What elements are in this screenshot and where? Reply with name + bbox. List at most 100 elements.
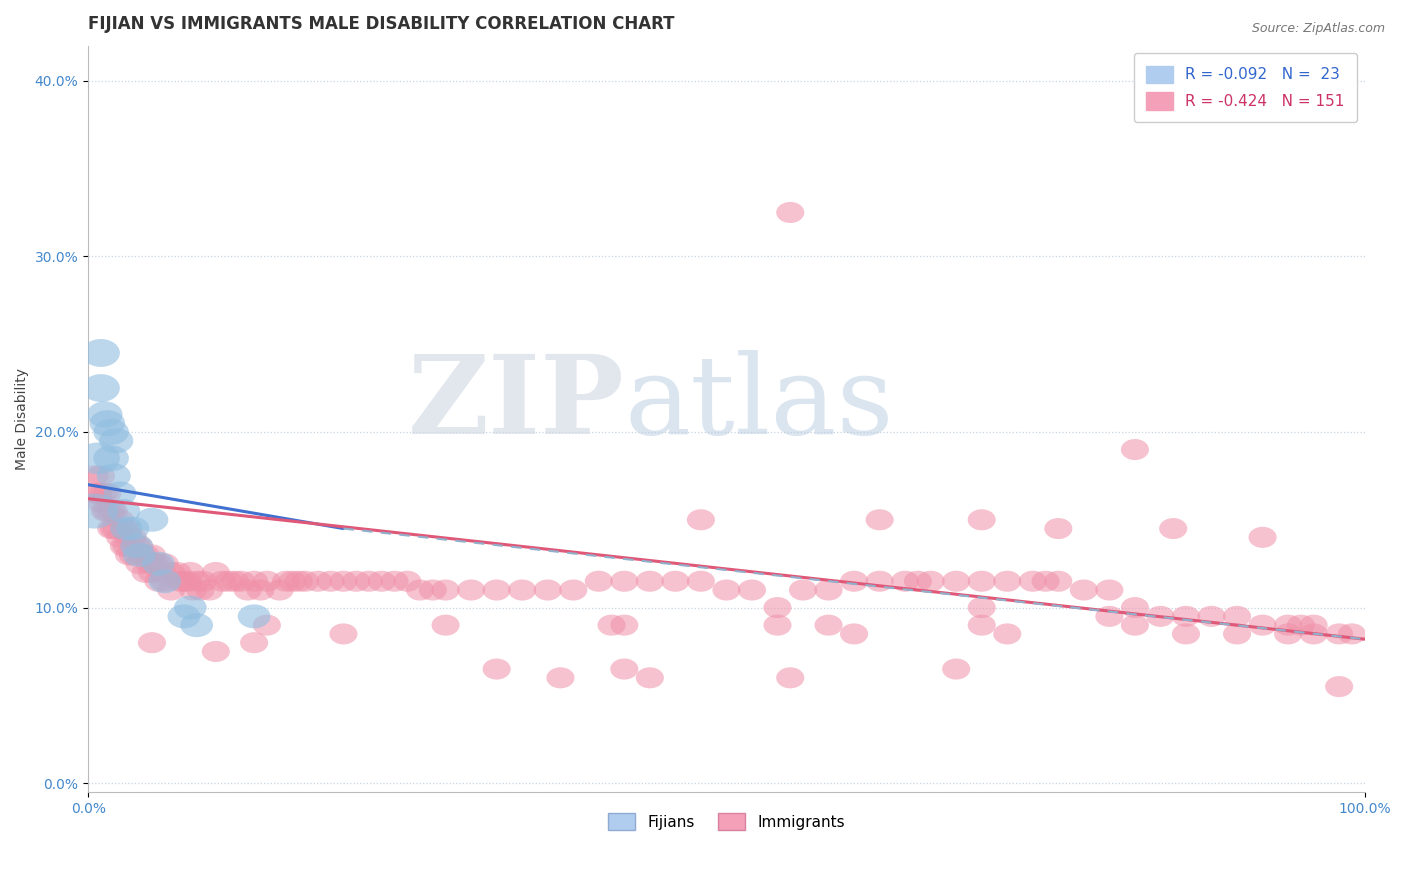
Ellipse shape [82,339,120,367]
Ellipse shape [174,571,202,591]
Ellipse shape [278,571,307,591]
Ellipse shape [942,658,970,680]
Ellipse shape [100,518,128,539]
Ellipse shape [150,571,179,591]
Ellipse shape [145,553,173,574]
Ellipse shape [110,535,138,557]
Text: FIJIAN VS IMMIGRANTS MALE DISABILITY CORRELATION CHART: FIJIAN VS IMMIGRANTS MALE DISABILITY COR… [89,15,675,33]
Ellipse shape [1173,624,1199,644]
Ellipse shape [112,518,141,539]
Ellipse shape [115,544,143,566]
Ellipse shape [967,509,995,531]
Ellipse shape [135,508,169,532]
Ellipse shape [1198,606,1226,627]
Ellipse shape [394,571,422,591]
Ellipse shape [1286,615,1315,636]
Ellipse shape [866,509,894,531]
Ellipse shape [157,562,186,583]
Ellipse shape [187,580,215,600]
Ellipse shape [132,562,160,583]
Legend: Fijians, Immigrants: Fijians, Immigrants [602,806,851,837]
Ellipse shape [240,632,269,653]
Ellipse shape [585,571,613,591]
Ellipse shape [1249,527,1277,548]
Ellipse shape [316,571,344,591]
Y-axis label: Male Disability: Male Disability [15,368,30,470]
Ellipse shape [891,571,920,591]
Ellipse shape [1299,624,1327,644]
Ellipse shape [125,553,153,574]
Ellipse shape [77,442,120,475]
Ellipse shape [967,571,995,591]
Ellipse shape [87,401,122,427]
Ellipse shape [221,571,249,591]
Ellipse shape [170,571,198,591]
Ellipse shape [202,641,229,662]
Ellipse shape [967,615,995,636]
Ellipse shape [942,571,970,591]
Ellipse shape [329,624,357,644]
Ellipse shape [1095,606,1123,627]
Ellipse shape [776,202,804,223]
Ellipse shape [1121,615,1149,636]
Ellipse shape [117,516,149,541]
Ellipse shape [105,527,134,548]
Ellipse shape [610,571,638,591]
Ellipse shape [138,562,166,583]
Ellipse shape [240,571,269,591]
Ellipse shape [93,419,129,445]
Ellipse shape [1274,615,1302,636]
Ellipse shape [763,615,792,636]
Ellipse shape [100,500,128,522]
Ellipse shape [661,571,689,591]
Ellipse shape [150,553,179,574]
Ellipse shape [188,571,217,591]
Ellipse shape [1095,580,1123,600]
Ellipse shape [118,527,146,548]
Ellipse shape [789,580,817,600]
Ellipse shape [432,580,460,600]
Ellipse shape [814,580,842,600]
Ellipse shape [381,571,409,591]
Ellipse shape [100,428,134,453]
Ellipse shape [776,667,804,689]
Ellipse shape [97,463,131,489]
Ellipse shape [904,571,932,591]
Ellipse shape [271,571,299,591]
Ellipse shape [138,632,166,653]
Ellipse shape [1339,624,1367,644]
Ellipse shape [610,658,638,680]
Ellipse shape [163,562,191,583]
Ellipse shape [176,562,204,583]
Ellipse shape [763,597,792,618]
Ellipse shape [1070,580,1098,600]
Ellipse shape [174,596,207,620]
Ellipse shape [103,518,131,539]
Ellipse shape [291,571,319,591]
Ellipse shape [166,571,194,591]
Ellipse shape [110,516,143,541]
Ellipse shape [329,571,357,591]
Ellipse shape [866,571,894,591]
Ellipse shape [547,667,575,689]
Ellipse shape [368,571,396,591]
Ellipse shape [1223,624,1251,644]
Ellipse shape [354,571,382,591]
Ellipse shape [115,527,143,548]
Ellipse shape [1324,624,1353,644]
Ellipse shape [138,544,166,566]
Ellipse shape [560,580,588,600]
Ellipse shape [105,509,134,531]
Text: ZIP: ZIP [408,351,624,458]
Ellipse shape [145,571,173,591]
Ellipse shape [967,597,995,618]
Ellipse shape [636,667,664,689]
Ellipse shape [534,580,562,600]
Ellipse shape [285,571,312,591]
Ellipse shape [167,605,200,628]
Ellipse shape [93,483,121,504]
Ellipse shape [1274,624,1302,644]
Ellipse shape [93,445,129,471]
Ellipse shape [107,499,141,523]
Ellipse shape [1173,606,1199,627]
